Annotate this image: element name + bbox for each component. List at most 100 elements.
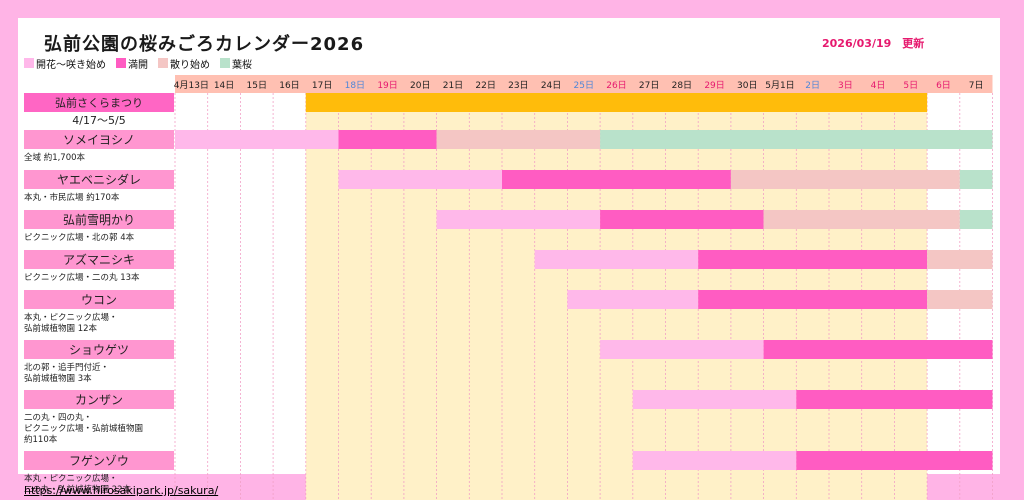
date-header-label: 2日: [805, 80, 820, 91]
stage-bar-bloom_start: [632, 451, 797, 470]
date-header-label: 14日: [214, 80, 234, 91]
variety-location: ピクニック広場・二の丸 13本: [24, 272, 140, 283]
stage-bar-full_bloom: [763, 340, 993, 359]
stage-bar-full_bloom: [338, 130, 437, 149]
variety-location: ピクニック広場・弘前城植物園: [24, 423, 143, 434]
date-header-label: 6日: [936, 80, 951, 91]
stage-bar-leaf: [959, 170, 993, 189]
variety-location: 北の郭・追手門付近・: [24, 362, 109, 373]
variety-name: ショウゲツ: [69, 343, 129, 357]
variety-name: フゲンゾウ: [69, 454, 129, 468]
date-header-label: 30日: [737, 80, 757, 91]
date-header-label: 24日: [541, 80, 561, 91]
date-header-label: 18日: [345, 80, 365, 91]
legend-item-leaf: 葉桜: [220, 56, 252, 71]
variety-location: 二の丸・四の丸・: [24, 412, 92, 423]
variety-label-bg: [24, 170, 174, 189]
stage-bar-bloom_start: [567, 290, 699, 309]
date-header-label: 27日: [639, 80, 659, 91]
stage-bar-bloom_start: [436, 210, 601, 229]
variety-label-bg: [24, 390, 174, 409]
variety-name: アズマニシキ: [63, 252, 135, 267]
variety-location: 全域 約1,700本: [24, 152, 86, 163]
stage-bar-falling: [730, 170, 960, 189]
page-title: 弘前公園の桜みごろカレンダー2026: [44, 34, 365, 55]
variety-location: 約110本: [24, 434, 58, 445]
date-header-label: 28日: [672, 80, 692, 91]
update-date: 2026/03/19 更新: [822, 37, 925, 50]
variety-location: 二の丸・弘前城植物園 22本: [24, 484, 132, 495]
variety-name: ソメイヨシノ: [63, 133, 135, 147]
legend-swatch: [158, 58, 168, 68]
stage-bar-full_bloom: [698, 250, 928, 269]
variety-label-bg: [24, 290, 174, 309]
date-header-label: 21日: [443, 80, 463, 91]
stage-bar-leaf: [959, 210, 993, 229]
legend: 開花〜咲き始め 満開 散り始め 葉桜: [24, 56, 262, 71]
date-header-label: 17日: [312, 80, 332, 91]
festival-label-bg: [24, 93, 174, 112]
source-link[interactable]: https://www.hirosakipark.jp/sakura/: [24, 484, 219, 497]
stage-bar-full_bloom: [796, 390, 993, 409]
stage-bar-bloom_start: [338, 170, 502, 189]
festival-name: 弘前さくらまつり: [55, 96, 143, 110]
stage-bar-bloom_start: [534, 250, 699, 269]
variety-location: 本丸・ピクニック広場・: [24, 473, 118, 484]
legend-swatch: [220, 58, 230, 68]
date-header-label: 5月1日: [765, 80, 794, 91]
variety-location: ピクニック広場・北の郭 4本: [24, 232, 135, 243]
date-header-label: 25日: [574, 80, 594, 91]
stage-bar-falling: [436, 130, 601, 149]
legend-swatch: [116, 58, 126, 68]
variety-name: ウコン: [81, 293, 117, 307]
date-header-label: 29日: [704, 80, 724, 91]
festival-period: 4/17〜5/5: [72, 114, 125, 127]
legend-label: 開花〜咲き始め: [36, 59, 106, 71]
stage-bar-full_bloom: [796, 451, 993, 470]
legend-label: 散り始め: [170, 59, 210, 71]
variety-name: カンザン: [75, 393, 123, 407]
date-header-label: 3日: [838, 80, 853, 91]
stage-bar-falling: [927, 250, 993, 269]
date-header-label: 15日: [247, 80, 267, 91]
variety-location: 弘前城植物園 12本: [24, 323, 98, 334]
date-header-label: 19日: [377, 80, 397, 91]
variety-label-bg: [24, 210, 174, 229]
date-header-label: 4月13日: [174, 80, 209, 91]
stage-bar-bloom_start: [175, 130, 339, 149]
variety-location: 弘前城植物園 3本: [24, 373, 92, 384]
stage-bar-falling: [927, 290, 993, 309]
stage-bar-full_bloom: [600, 210, 764, 229]
variety-name: 弘前雪明かり: [63, 212, 135, 227]
stage-bar-bloom_start: [600, 340, 764, 359]
stage-bar-full_bloom: [502, 170, 731, 189]
variety-name: ヤエベニシダレ: [57, 172, 141, 187]
date-header-label: 22日: [475, 80, 495, 91]
date-header-label: 23日: [508, 80, 528, 91]
stage-bar-bloom_start: [632, 390, 797, 409]
stage-bar-full_bloom: [698, 290, 928, 309]
legend-label: 満開: [128, 59, 148, 71]
legend-swatch: [24, 58, 34, 68]
legend-label: 葉桜: [232, 59, 252, 71]
stage-bar-falling: [763, 210, 960, 229]
date-header-label: 16日: [279, 80, 299, 91]
date-header-label: 26日: [606, 80, 626, 91]
legend-item-falling: 散り始め: [158, 56, 210, 71]
variety-label-bg: [24, 340, 174, 359]
festival-bar: [305, 93, 928, 112]
variety-location: 本丸・ピクニック広場・: [24, 312, 118, 323]
date-header-label: 20日: [410, 80, 430, 91]
date-header-band: [175, 75, 993, 93]
date-header-label: 4日: [871, 80, 886, 91]
variety-label-bg: [24, 130, 174, 149]
legend-item-bloom-start: 開花〜咲き始め: [24, 56, 106, 71]
variety-label-bg: [24, 451, 174, 470]
legend-item-full-bloom: 満開: [116, 56, 148, 71]
date-header-label: 7日: [969, 80, 984, 91]
variety-label-bg: [24, 250, 174, 269]
variety-location: 本丸・市民広場 約170本: [24, 192, 120, 203]
date-header-label: 5日: [903, 80, 918, 91]
stage-bar-leaf: [600, 130, 993, 149]
